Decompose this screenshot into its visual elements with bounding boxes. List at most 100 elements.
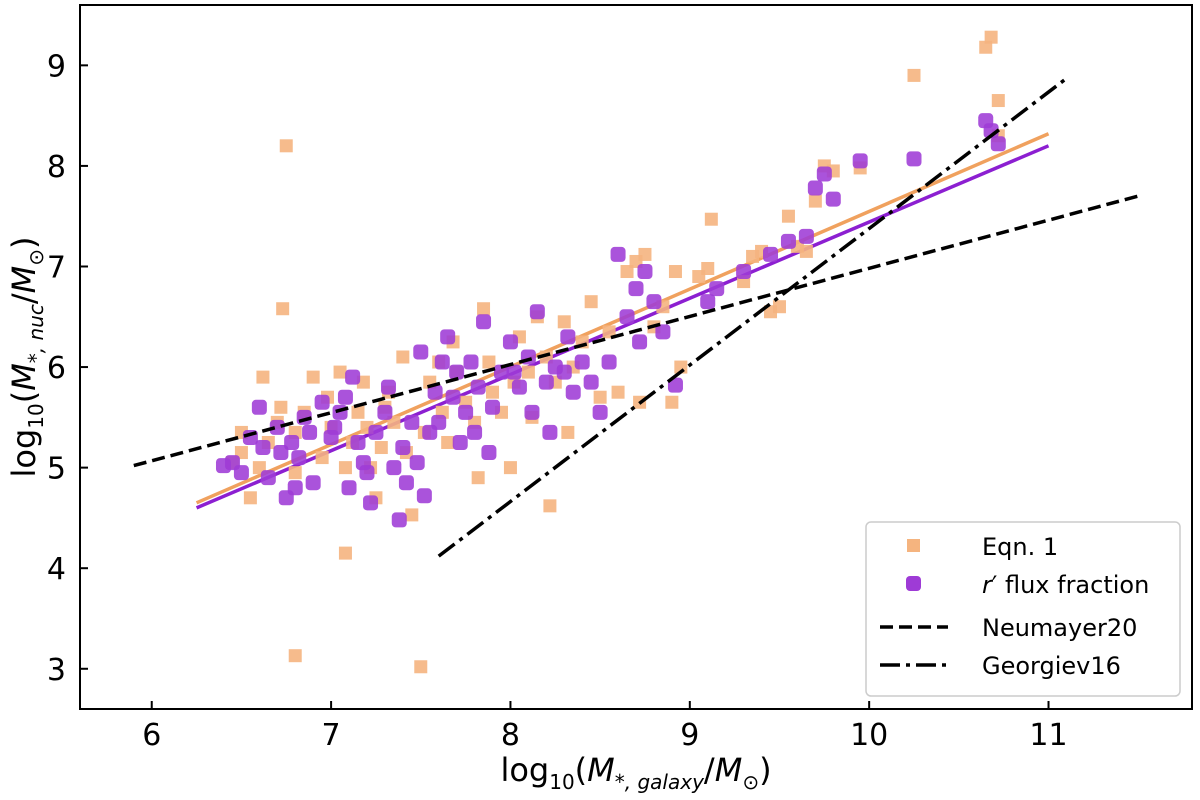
rflux-point	[391, 512, 407, 528]
legend-label-rflux: r′ flux fraction	[982, 571, 1149, 599]
rflux-point	[709, 281, 725, 297]
rflux-point	[363, 495, 379, 511]
neumayer20-line	[133, 194, 1139, 468]
eqn1-point	[482, 355, 496, 369]
rflux-point	[416, 488, 432, 504]
y-tick-label: 6	[47, 351, 66, 386]
y-tick-label: 4	[47, 552, 66, 587]
eqn1-point	[991, 94, 1005, 108]
rflux-point	[592, 404, 608, 420]
rflux-point	[386, 460, 402, 476]
rflux-point	[825, 191, 841, 207]
eqn1-point	[602, 325, 616, 339]
x-axis-label-sun: ⊙	[742, 770, 759, 794]
eqn1-point	[441, 435, 455, 449]
rflux-point	[506, 364, 522, 380]
x-axis-label-sub: *, galaxy	[615, 770, 705, 794]
y-axis-label-close: )	[5, 236, 43, 248]
eqn1-point	[668, 265, 682, 279]
rflux-point	[302, 424, 318, 440]
eqn1-point	[288, 466, 302, 480]
rflux-point	[327, 419, 343, 435]
x-tick-label: 8	[501, 718, 520, 753]
rflux-point	[467, 424, 483, 440]
x-axis-label: log10(M*, galaxy/M⊙)	[500, 751, 771, 794]
x-tick-label: 6	[142, 718, 161, 753]
legend: Eqn. 1 r′ flux fraction Neumayer20 Georg…	[865, 521, 1181, 697]
eqn1-point	[315, 451, 329, 465]
rflux-point	[560, 329, 576, 345]
eqn1-point	[620, 265, 634, 279]
eqn1-point	[503, 461, 517, 475]
eqn1-point	[799, 244, 813, 258]
rflux-point	[583, 374, 599, 390]
y-axis-label-var: M	[5, 363, 43, 391]
rflux-point	[529, 304, 545, 320]
rflux-point	[632, 334, 648, 350]
rflux-point	[427, 384, 443, 400]
eqn1-point	[333, 365, 347, 379]
legend-marker-rflux	[906, 576, 921, 591]
rflux-point	[628, 281, 644, 297]
y-axis-label-var2: M	[5, 266, 43, 294]
rflux-point	[906, 151, 922, 167]
rflux-point	[404, 414, 420, 430]
rflux-point	[763, 246, 779, 262]
rflux-point	[431, 414, 447, 430]
rflux-point	[470, 379, 486, 395]
rflux-point	[736, 264, 752, 280]
rflux-point	[502, 334, 518, 350]
rflux-point	[449, 364, 465, 380]
rflux-point	[345, 369, 361, 385]
eqn1-point	[701, 261, 715, 275]
eqn1-point	[351, 405, 365, 419]
plot-frame	[79, 4, 1193, 710]
eqn1-point	[274, 400, 288, 414]
eqn1-point	[243, 491, 257, 505]
x-tick-label: 10	[850, 718, 888, 753]
rflux-point	[273, 445, 289, 461]
eqn1-point	[584, 295, 598, 309]
rflux-point	[807, 180, 823, 196]
eqn1-point	[984, 30, 998, 44]
legend-label-georgiev: Georgiev16	[982, 652, 1121, 680]
reference-lines	[133, 77, 1139, 558]
rflux-point	[233, 465, 249, 481]
y-axis-ticks: 3 4 5 6 7 8 9	[47, 49, 88, 688]
rflux-point	[476, 314, 492, 330]
x-axis-label-log: log	[500, 751, 549, 789]
rflux-point	[667, 377, 683, 393]
y-axis-label: log10(M*, nuc/M⊙)	[5, 236, 48, 477]
rflux-point	[655, 324, 671, 340]
eqn1-point	[979, 40, 993, 54]
x-axis-label-var2: M	[715, 751, 743, 789]
rflux-point	[646, 294, 662, 310]
rflux-point	[337, 389, 353, 405]
eqn1-point	[338, 546, 352, 560]
eqn1-point	[521, 365, 535, 379]
y-tick-label: 9	[47, 49, 66, 84]
rflux-point	[260, 470, 276, 486]
x-axis-label-slash: /	[704, 751, 715, 789]
eqn1-point	[557, 315, 571, 329]
legend-box	[865, 521, 1181, 697]
legend-marker-eqn1	[907, 539, 920, 552]
rflux-point	[305, 475, 321, 491]
eqn1-point	[356, 375, 370, 389]
rflux-point	[284, 434, 300, 450]
rflux-point	[481, 445, 497, 461]
rflux-point	[458, 404, 474, 420]
legend-label-eqn1: Eqn. 1	[982, 533, 1058, 561]
y-axis-label-base: 10	[24, 403, 48, 428]
x-axis-label-var: M	[587, 751, 615, 789]
rflux-point	[255, 440, 271, 456]
eqn1-point	[256, 370, 270, 384]
rflux-point	[452, 434, 468, 450]
eqn1-point	[288, 649, 302, 663]
rflux-point	[493, 364, 509, 380]
eqn1-point	[477, 302, 491, 316]
rflux-point	[359, 465, 375, 481]
eqn1-point	[306, 370, 320, 384]
eqn1-point	[593, 390, 607, 404]
